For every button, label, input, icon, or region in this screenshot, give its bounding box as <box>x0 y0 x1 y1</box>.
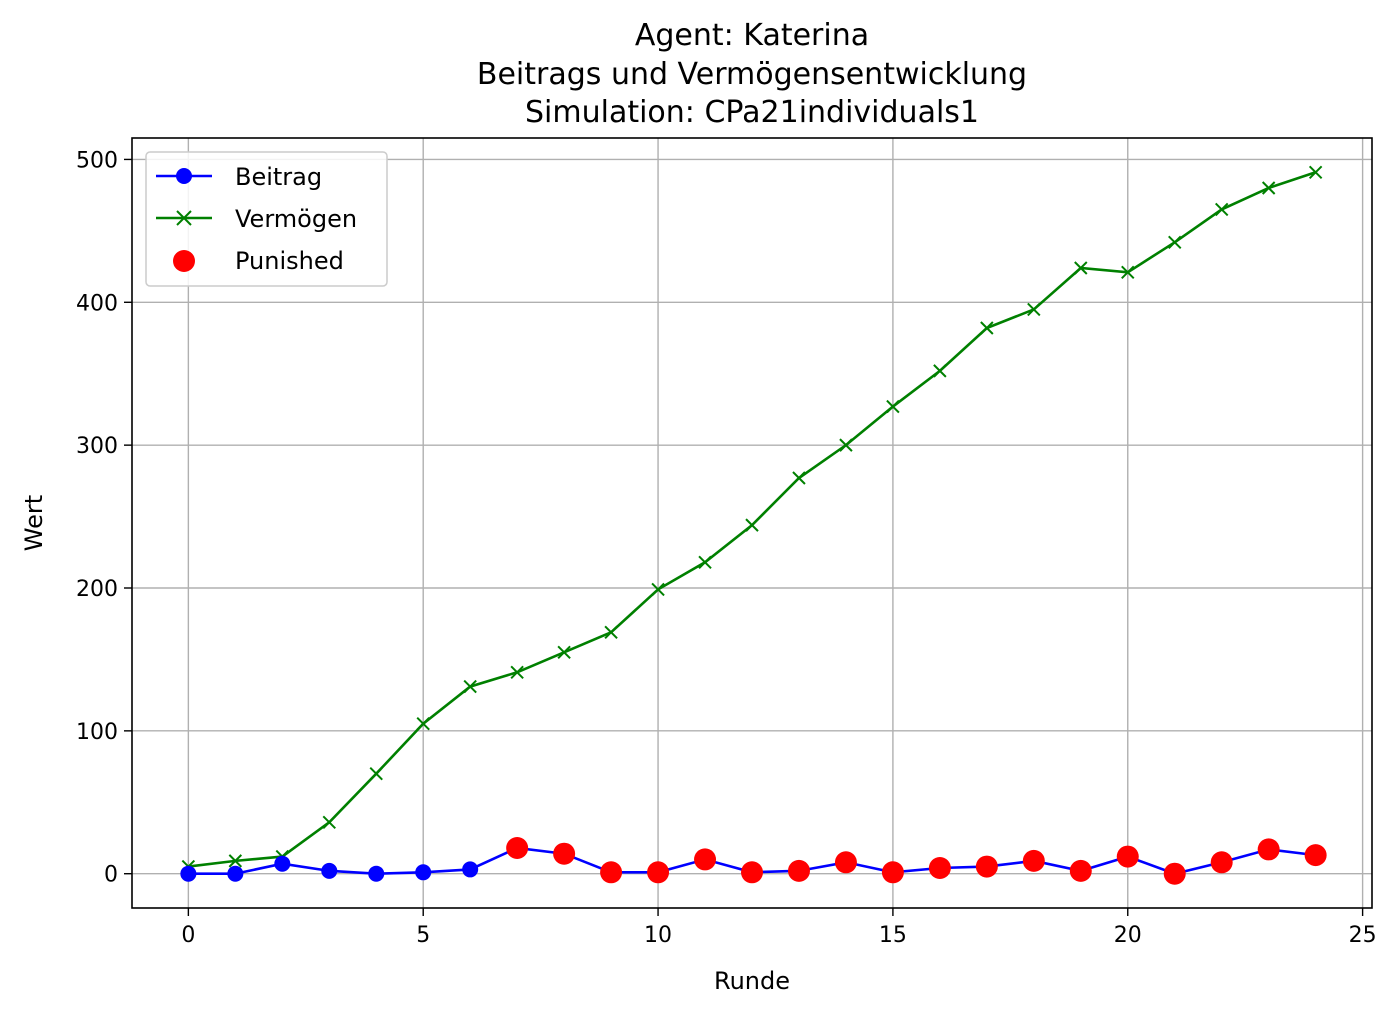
legend-marker-vermoegen <box>176 210 192 226</box>
point-vermoegen <box>980 321 994 335</box>
x-tick-label: 15 <box>879 923 907 948</box>
point-vermoegen <box>651 582 665 597</box>
y-tick-label: 300 <box>76 434 118 459</box>
y-axis-ticks: 0 100 200 300 400 500 <box>76 148 132 888</box>
x-tick-label: 20 <box>1114 923 1142 948</box>
y-tick-label: 500 <box>76 148 118 173</box>
point-vermoegen <box>1168 235 1182 249</box>
point-beitrag <box>180 865 197 882</box>
x-tick-label: 0 <box>181 923 195 948</box>
point-vermoegen <box>1308 165 1323 179</box>
point-beitrag <box>462 861 479 878</box>
legend-label-punished: Punished <box>235 247 344 275</box>
point-vermoegen <box>463 679 477 694</box>
point-punished <box>647 861 670 884</box>
title-line-2: Beitrags und Vermögensentwicklung <box>477 57 1027 92</box>
point-punished <box>1069 859 1092 882</box>
point-vermoegen <box>322 815 336 829</box>
point-vermoegen <box>557 645 571 659</box>
point-vermoegen <box>839 438 853 452</box>
point-punished <box>694 848 717 871</box>
legend-marker-beitrag <box>176 168 192 184</box>
plot-area <box>180 165 1327 885</box>
point-punished <box>1304 844 1327 867</box>
point-punished <box>1116 845 1139 868</box>
axes-frame <box>131 137 1373 909</box>
legend-item-punished: Punished <box>173 247 344 275</box>
point-punished <box>1022 849 1045 872</box>
point-vermoegen <box>698 555 712 569</box>
x-tick-label: 5 <box>416 923 430 948</box>
point-punished <box>553 842 576 865</box>
point-vermoegen <box>510 665 524 679</box>
x-tick-label: 25 <box>1349 923 1377 948</box>
x-axis-ticks: 0 5 10 15 20 25 <box>181 908 1377 948</box>
point-vermoegen <box>228 854 243 868</box>
y-axis-label: Wert <box>20 495 48 551</box>
point-beitrag <box>415 864 432 881</box>
x-tick-label: 10 <box>644 923 672 948</box>
legend-marker-punished <box>173 250 195 272</box>
title-line-3: Simulation: CPa21individuals1 <box>525 95 979 130</box>
point-punished <box>741 861 763 884</box>
point-vermoegen <box>792 471 806 485</box>
point-vermoegen <box>416 717 430 731</box>
point-beitrag <box>274 855 291 872</box>
point-beitrag <box>368 865 385 882</box>
y-tick-label: 400 <box>76 291 118 316</box>
x-axis-label: Runde <box>714 967 790 995</box>
point-vermoegen <box>745 518 759 532</box>
chart-title: Agent: Katerina Beitrags und Vermögensen… <box>477 18 1027 130</box>
legend: Beitrag Vermögen Punished <box>145 151 388 287</box>
point-punished <box>975 855 998 878</box>
point-punished <box>881 861 904 884</box>
legend-label-vermoegen: Vermögen <box>235 205 357 233</box>
y-tick-label: 100 <box>76 720 118 745</box>
point-punished <box>1163 862 1186 885</box>
point-vermoegen <box>1074 261 1088 275</box>
point-punished <box>506 837 529 859</box>
y-tick-label: 200 <box>76 577 118 602</box>
point-vermoegen <box>369 767 383 781</box>
title-line-1: Agent: Katerina <box>635 18 869 53</box>
point-punished <box>1210 851 1233 874</box>
point-punished <box>1257 838 1280 861</box>
point-vermoegen <box>1121 265 1135 279</box>
point-vermoegen <box>604 625 618 639</box>
point-vermoegen <box>1027 302 1041 317</box>
legend-item-vermoegen: Vermögen <box>156 205 357 233</box>
point-beitrag <box>227 865 244 882</box>
point-punished <box>787 859 810 882</box>
point-punished <box>834 851 857 874</box>
point-punished <box>928 857 951 879</box>
legend-box <box>145 151 388 287</box>
point-vermoegen <box>886 399 900 414</box>
legend-item-beitrag: Beitrag <box>156 163 322 191</box>
point-vermoegen <box>933 364 947 378</box>
point-vermoegen <box>1214 202 1229 217</box>
legend-label-beitrag: Beitrag <box>235 163 322 191</box>
point-vermoegen <box>1261 181 1276 195</box>
y-tick-label: 0 <box>104 863 118 888</box>
point-punished <box>600 861 623 884</box>
point-beitrag <box>321 862 338 879</box>
